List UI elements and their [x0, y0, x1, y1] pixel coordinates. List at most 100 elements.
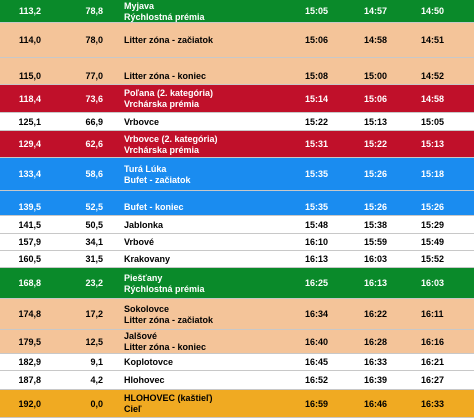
location-note: Cieľ: [124, 404, 142, 414]
location-name: Jalšové: [124, 331, 158, 341]
table-row: 179,5 12,5 Jalšové Litter zóna - koniec 16:4…: [0, 330, 474, 354]
table-row: 192,0 0,0 HLOHOVEC (kaštieľ) Cieľ 16:59 16:46…: [0, 390, 474, 418]
remaining-km: 0,0: [90, 399, 103, 409]
time-slow: 15:52: [421, 254, 445, 264]
time-fast: 15:05: [305, 6, 329, 16]
distance-km: 160,5: [18, 254, 41, 264]
location-name: Vrbové: [124, 237, 155, 247]
time-medium: 16:03: [364, 254, 388, 264]
table-row: 182,9 9,1 Koplotovce 16:45 16:33 16:21: [0, 354, 474, 371]
time-medium: 16:22: [364, 309, 388, 319]
remaining-km: 34,1: [85, 237, 103, 247]
remaining-km: 4,2: [90, 375, 103, 385]
time-fast: 16:40: [305, 337, 329, 347]
location-name: Litter zóna - začiatok: [124, 35, 214, 45]
time-medium: 15:06: [364, 94, 388, 104]
time-slow: 15:18: [421, 169, 445, 179]
distance-km: 187,8: [18, 375, 41, 385]
time-medium: 16:39: [364, 375, 388, 385]
time-medium: 15:26: [364, 202, 388, 212]
distance-km: 192,0: [18, 399, 41, 409]
time-fast: 15:14: [305, 94, 329, 104]
time-medium: 16:13: [364, 278, 388, 288]
location-note: Bufet - začiatok: [124, 175, 191, 185]
location-note: Litter zóna - koniec: [124, 342, 207, 352]
table-row: 115,0 77,0 Litter zóna - koniec 15:08 15:00 1…: [0, 58, 474, 85]
location-note: Litter zóna - začiatok: [124, 315, 214, 325]
time-fast: 16:52: [305, 375, 329, 385]
time-slow: 16:16: [421, 337, 445, 347]
table-row: 160,5 31,5 Krakovany 16:13 16:03 15:52: [0, 251, 474, 268]
time-slow: 15:29: [421, 220, 445, 230]
time-slow: 16:27: [421, 375, 445, 385]
location-name: Jablonka: [124, 220, 164, 230]
distance-km: 129,4: [18, 139, 41, 149]
table-row: 129,4 62,6 Vrbovce (2. kategória) Vrchárska…: [0, 131, 474, 158]
location-note: Rýchlostná prémia: [124, 284, 205, 294]
time-medium: 15:00: [364, 71, 388, 81]
time-slow: 14:58: [421, 94, 445, 104]
location-name: Piešťany: [124, 273, 163, 283]
distance-km: 114,0: [18, 35, 41, 45]
time-medium: 16:46: [364, 399, 388, 409]
distance-km: 168,8: [18, 278, 41, 288]
location-name: Litter zóna - koniec: [124, 71, 207, 81]
distance-km: 115,0: [18, 71, 41, 81]
time-slow: 15:49: [421, 237, 445, 247]
time-medium: 15:38: [364, 220, 388, 230]
remaining-km: 66,9: [85, 117, 103, 127]
distance-km: 157,9: [18, 237, 41, 247]
time-fast: 15:08: [305, 71, 329, 81]
location-name: HLOHOVEC (kaštieľ): [124, 393, 213, 403]
distance-km: 118,4: [18, 94, 41, 104]
time-medium: 15:26: [364, 169, 388, 179]
remaining-km: 31,5: [85, 254, 103, 264]
distance-km: 182,9: [18, 357, 41, 367]
location-note: Rýchlostná prémia: [124, 12, 205, 22]
table-row: 114,0 78,0 Litter zóna - začiatok 15:06 14:5…: [0, 23, 474, 58]
time-slow: 14:51: [421, 35, 445, 45]
distance-km: 113,2: [18, 6, 41, 16]
time-slow: 14:50: [421, 6, 445, 16]
remaining-km: 23,2: [85, 278, 103, 288]
time-fast: 15:48: [305, 220, 329, 230]
time-fast: 15:22: [305, 117, 329, 127]
table-row: 168,8 23,2 Piešťany Rýchlostná prémia 16:25 1…: [0, 268, 474, 299]
time-fast: 16:45: [305, 357, 329, 367]
time-slow: 14:52: [421, 71, 445, 81]
location-name: Myjava: [124, 1, 155, 11]
location-name: Turá Lúka: [124, 164, 167, 174]
distance-km: 179,5: [18, 337, 41, 347]
time-medium: 16:28: [364, 337, 388, 347]
time-medium: 14:57: [364, 6, 388, 16]
table-row: 118,4 73,6 Poľana (2. kategória) Vrchárska …: [0, 85, 474, 113]
time-fast: 16:13: [305, 254, 329, 264]
time-fast: 16:25: [305, 278, 329, 288]
table-row: 125,1 66,9 Vrbovce 15:22 15:13 15:05: [0, 113, 474, 131]
remaining-km: 52,5: [85, 202, 103, 212]
time-medium: 15:59: [364, 237, 388, 247]
table-row: 157,9 34,1 Vrbové 16:10 15:59 15:49: [0, 234, 474, 251]
time-slow: 16:11: [421, 309, 444, 319]
distance-km: 174,8: [18, 309, 41, 319]
time-fast: 16:59: [305, 399, 329, 409]
table-row: 133,4 58,6 Turá Lúka Bufet - začiatok 15:35 1…: [0, 158, 474, 191]
table-row: 139,5 52,5 Bufet - koniec 15:35 15:26 15:26: [0, 191, 474, 216]
time-slow: 16:21: [421, 357, 445, 367]
location-note: Vrchárska prémia: [124, 145, 200, 155]
time-slow: 15:26: [421, 202, 445, 212]
location-name: Koplotovce: [124, 357, 174, 367]
time-fast: 16:10: [305, 237, 329, 247]
table-row: 187,8 4,2 Hlohovec 16:52 16:39 16:27: [0, 371, 474, 390]
remaining-km: 12,5: [85, 337, 103, 347]
location-name: Vrbovce: [124, 117, 160, 127]
location-name: Sokolovce: [124, 304, 170, 314]
location-name: Hlohovec: [124, 375, 165, 385]
table-row: 141,5 50,5 Jablonka 15:48 15:38 15:29: [0, 216, 474, 234]
distance-km: 139,5: [18, 202, 41, 212]
remaining-km: 50,5: [85, 220, 103, 230]
time-fast: 15:35: [305, 169, 329, 179]
time-slow: 16:03: [421, 278, 445, 288]
time-fast: 15:06: [305, 35, 329, 45]
